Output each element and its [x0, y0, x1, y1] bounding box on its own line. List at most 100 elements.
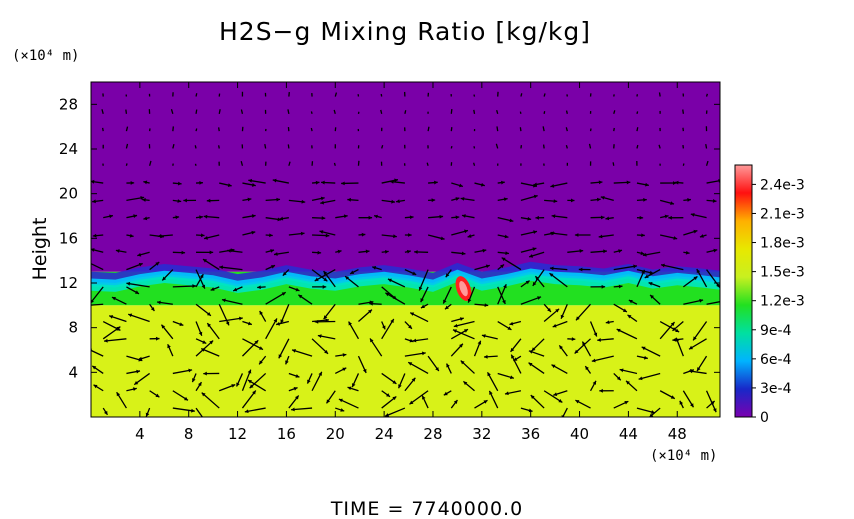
wind-arrow [658, 92, 661, 97]
wind-arrow [306, 373, 313, 384]
wind-arrow [320, 199, 336, 205]
interface-band-1 [91, 261, 720, 285]
wind-arrow [636, 355, 648, 360]
wind-arrow [474, 264, 490, 271]
wind-arrow [203, 234, 220, 240]
wind-arrow [543, 111, 546, 114]
wind-arrow [125, 109, 128, 114]
wind-arrow [285, 355, 290, 365]
x-tick-label: 12 [228, 425, 247, 443]
wind-arrow [91, 303, 104, 306]
wind-arrow [445, 269, 452, 278]
wind-arrow [133, 372, 151, 386]
wind-arrow [659, 199, 675, 205]
wind-arrow [172, 368, 193, 375]
wind-arrow [567, 249, 584, 253]
x-tick-label: 8 [184, 425, 194, 443]
wind-arrow [288, 372, 300, 378]
wind-arrow [473, 340, 482, 357]
wind-arrow [520, 93, 523, 97]
wind-arrow [591, 355, 614, 363]
wind-arrow [203, 371, 220, 376]
wind-arrow [612, 162, 615, 166]
wind-arrow [530, 394, 545, 409]
wind-arrow [111, 296, 127, 305]
wind-arrow [544, 199, 558, 204]
wind-arrow [575, 303, 592, 321]
wind-arrow [420, 286, 429, 303]
wind-arrow [156, 300, 173, 305]
wind-arrow [473, 146, 476, 149]
wind-arrow [93, 384, 104, 392]
wind-arrow [682, 109, 685, 114]
wind-arrow [581, 341, 592, 357]
wind-arrow [619, 368, 638, 375]
wind-arrow [442, 286, 452, 304]
wind-arrow [660, 263, 684, 271]
wind-arrow [659, 321, 676, 340]
wind-arrow [705, 93, 708, 97]
wind-arrow [497, 251, 510, 256]
wind-arrow [241, 339, 259, 357]
x-tick-label: 28 [423, 425, 442, 443]
wind-arrow [126, 369, 141, 375]
wind-arrow [102, 320, 121, 331]
wind-arrow [312, 250, 322, 255]
wind-arrow [149, 303, 155, 312]
wind-arrow [347, 386, 359, 392]
wind-arrow [688, 338, 707, 350]
wind-arrow [451, 215, 460, 220]
wind-arrow [519, 127, 522, 132]
wind-arrow [344, 275, 359, 288]
y-axis-unit: (×10⁴ m) [12, 48, 79, 64]
wind-arrow [369, 338, 383, 357]
wind-arrow [91, 179, 104, 184]
wind-arrow [550, 231, 568, 236]
wind-arrow [679, 400, 684, 409]
wind-arrow [404, 233, 412, 237]
wind-arrow [241, 369, 252, 391]
wind-arrow [288, 386, 298, 392]
wind-arrow [450, 145, 453, 149]
wind-arrow [668, 215, 684, 220]
wind-arrow [532, 269, 545, 287]
wind-arrow [407, 361, 429, 375]
wind-arrow [172, 284, 196, 288]
wind-arrow [349, 269, 359, 275]
wind-arrow [474, 182, 485, 187]
x-tick-label: 4 [135, 425, 145, 443]
wind-arrow [445, 363, 452, 374]
wind-arrow [138, 355, 150, 361]
y-axis-label: Height [29, 218, 51, 281]
wind-arrow [659, 390, 676, 400]
wind-arrow [528, 251, 545, 258]
wind-arrow [404, 215, 414, 220]
x-tick-label: 20 [326, 425, 345, 443]
wind-arrow [126, 214, 138, 219]
wind-arrow [288, 231, 305, 236]
wind-arrow [473, 94, 476, 97]
wind-arrow [195, 269, 206, 289]
wind-arrow [613, 372, 622, 381]
x-axis-unit: (×10⁴ m) [650, 448, 717, 464]
wind-arrow [196, 180, 203, 185]
colorbar-label: 6e-4 [760, 352, 792, 368]
wind-arrow [358, 232, 366, 237]
wind-arrow [543, 303, 552, 313]
wind-arrow [264, 143, 267, 149]
wind-arrow [291, 407, 313, 412]
wind-arrow [242, 214, 256, 219]
y-tick-label: 12 [59, 274, 78, 292]
chart-title: H2S−g Mixing Ratio [kg/kg] [219, 17, 591, 46]
wind-arrow [409, 312, 429, 323]
wind-vector-field [91, 91, 720, 417]
wind-arrow [659, 320, 680, 333]
wind-arrow [195, 215, 203, 220]
wind-arrow [291, 349, 313, 357]
wind-arrow [265, 249, 275, 253]
wind-arrow [351, 373, 360, 388]
wind-arrow [706, 269, 720, 288]
wind-arrow [317, 334, 336, 340]
wind-arrow [674, 180, 684, 185]
wind-arrow [648, 281, 661, 288]
